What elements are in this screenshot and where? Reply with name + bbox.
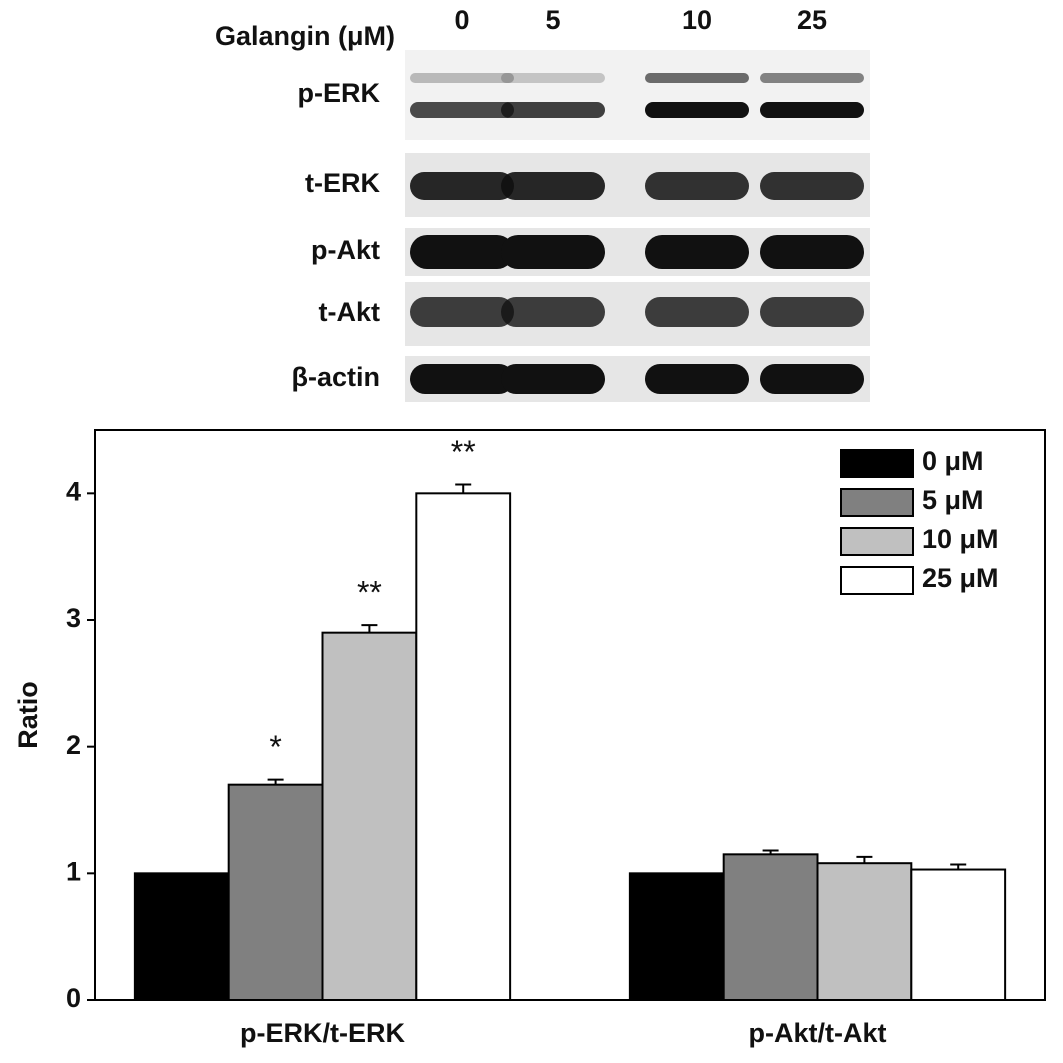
blot-band — [760, 364, 864, 394]
y-tick-label: 3 — [66, 603, 81, 633]
blot-band — [645, 73, 749, 83]
bar — [722, 853, 819, 1001]
blot-band — [501, 235, 605, 269]
blot-band — [410, 73, 514, 83]
blot-band — [760, 172, 864, 200]
blot-band — [760, 297, 864, 327]
blot-band — [410, 297, 514, 327]
blot-band — [501, 172, 605, 200]
legend-label: 25 μM — [922, 563, 999, 593]
lane-label: 0 — [454, 5, 469, 35]
blot-band — [501, 297, 605, 327]
legend-swatch — [840, 449, 914, 478]
blot-row-label: t-ERK — [305, 168, 380, 198]
legend-swatch — [840, 527, 914, 556]
blot-band — [501, 102, 605, 118]
significance: ** — [451, 434, 476, 470]
lane-label: 25 — [797, 5, 827, 35]
legend-label: 10 μM — [922, 524, 999, 554]
legend-label: 5 μM — [922, 485, 984, 515]
blot-row-label: t-Akt — [319, 297, 381, 327]
x-tick-label: p-Akt/t-Akt — [749, 1018, 887, 1048]
plot-frame — [94, 429, 1046, 1001]
blot-band — [760, 73, 864, 83]
bar — [910, 868, 1007, 1001]
bar — [415, 492, 512, 1001]
significance: * — [269, 729, 281, 765]
bar — [133, 872, 230, 1001]
y-tick-label: 4 — [66, 476, 81, 506]
blot-band — [645, 364, 749, 394]
blot-band — [410, 102, 514, 118]
blot-band — [760, 235, 864, 269]
blot-band — [645, 235, 749, 269]
y-tick-label: 2 — [66, 730, 81, 760]
blot-strip — [405, 50, 870, 140]
y-tick-label: 1 — [66, 856, 81, 886]
blot-band — [501, 364, 605, 394]
blot-row-label: β-actin — [292, 362, 381, 392]
blot-header: Galangin (μM) — [215, 21, 395, 51]
blot-row-label: p-Akt — [311, 235, 380, 265]
legend-swatch — [840, 488, 914, 517]
blot-band — [645, 102, 749, 118]
bar — [816, 862, 913, 1002]
bar — [227, 783, 324, 1002]
lane-label: 5 — [545, 5, 560, 35]
blot-band — [501, 73, 605, 83]
blot-row-label: p-ERK — [298, 78, 381, 108]
blot-band — [410, 364, 514, 394]
y-axis-label: Ratio — [13, 681, 43, 749]
legend-swatch — [840, 566, 914, 595]
bar — [321, 631, 418, 1002]
legend-label: 0 μM — [922, 446, 984, 476]
lane-label: 10 — [682, 5, 712, 35]
blot-band — [410, 172, 514, 200]
blot-band — [760, 102, 864, 118]
blot-band — [645, 172, 749, 200]
blot-band — [410, 235, 514, 269]
x-tick-label: p-ERK/t-ERK — [240, 1018, 405, 1048]
bar — [628, 872, 725, 1001]
y-tick-label: 0 — [66, 983, 81, 1013]
blot-band — [645, 297, 749, 327]
significance: ** — [357, 575, 382, 611]
